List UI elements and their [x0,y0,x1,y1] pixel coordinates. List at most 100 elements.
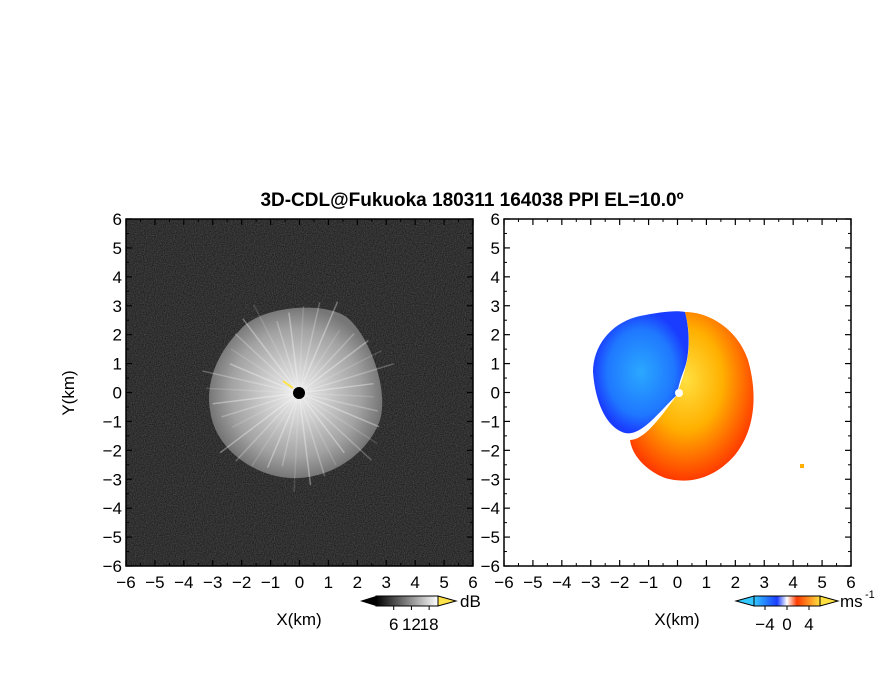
reflectivity-ray [298,301,339,394]
x-tick-label: −4 [552,573,571,592]
reflectivity-ray [298,306,305,394]
x-tick-label: −6 [116,573,135,592]
reflectivity-ray [206,387,300,394]
x-tick-label: 2 [353,573,362,592]
colorbar-left-arrow [734,595,755,607]
x-tick-label: −4 [174,573,193,592]
x-tick-label: 5 [439,573,448,592]
y-tick-label: 4 [113,268,122,287]
radar-site-marker [293,387,305,399]
colorbar-velocity-scale [753,595,821,607]
x-tick-label: −3 [581,573,600,592]
y-tick-label: 2 [113,326,122,345]
chart-title: 3D-CDL@Fukuoka 180311 164038 PPI EL=10.0… [260,190,683,211]
reflectivity-ray [298,349,383,394]
colorbar-tick-label: 12 [402,615,421,634]
velocity-center-gap [675,389,683,397]
x-tick-label: −5 [523,573,542,592]
x-tick-label: 3 [382,573,391,592]
y-tick-label: 0 [113,384,122,403]
reflectivity-ray [266,392,300,468]
x-tick-label: 6 [468,573,477,592]
velocity-x-label: X(km) [654,610,699,629]
x-tick-label: 0 [673,573,682,592]
colorbar-tick-label: 6 [389,615,398,634]
colorbar-tick-label: 4 [804,615,813,634]
y-tick-label: −2 [103,441,122,460]
reflectivity-ray [298,392,380,428]
reflectivity-ray [298,363,394,394]
y-tick-label: −5 [103,528,122,547]
y-tick-label: −1 [103,412,122,431]
y-tick-label: −6 [103,557,122,576]
y-tick-label: −4 [481,499,500,518]
x-tick-label: 4 [410,573,419,592]
x-tick-label: 3 [760,573,769,592]
reflectivity-ray [298,392,379,412]
reflectivity-ray [298,382,374,394]
x-tick-label: 1 [702,573,711,592]
reflectivity-ray [276,321,300,394]
colorbar-tick-label: 0 [782,615,791,634]
x-tick-label: −1 [261,573,280,592]
y-tick-label: −2 [481,441,500,460]
x-tick-label: −2 [232,573,251,592]
reflectivity-ray [288,312,300,394]
y-tick-label: −6 [481,557,500,576]
y-tick-label: 2 [491,326,500,345]
y-tick-label: 3 [491,297,500,316]
x-tick-label: −2 [610,573,629,592]
velocity-positive-region [630,312,754,481]
y-tick-label: 6 [113,210,122,229]
reflectivity-ray [298,392,374,398]
y-tick-label: 0 [491,384,500,403]
reflectivity-ray [221,392,300,418]
reflectivity-ray [298,392,326,477]
reflectivity-ray [242,318,300,394]
y-tick-label: −5 [481,528,500,547]
reflectivity-ray [235,392,300,462]
y-tick-label: 5 [113,239,122,258]
reflectivity-ray [219,392,300,454]
y-tick-label: −3 [103,470,122,489]
reflectivity-ray [212,392,300,405]
reflectivity-ray [253,304,300,394]
reflectivity-ray [229,363,300,394]
colorbar-left-arrow [360,596,376,606]
velocity-colorbar-unit-sup: -1 [865,589,875,601]
reflectivity-ray [234,333,300,394]
x-tick-label: 2 [731,573,740,592]
x-tick-label: 5 [817,573,826,592]
reflectivity-yellow-streak [282,380,294,389]
reflectivity-ray [298,392,378,445]
colorbar-gray-scale [375,595,439,607]
y-tick-label: 6 [491,210,500,229]
y-tick-label: −1 [481,412,500,431]
y-tick-label: −3 [481,470,500,489]
reflectivity-ray [298,329,341,394]
colorbar-tick-label: −4 [755,615,774,634]
reflectivity-y-label: Y(km) [59,370,78,415]
reflectivity-ray [298,392,345,454]
reflectivity-ray [298,302,321,394]
velocity-isolated-pixel [800,464,804,468]
x-tick-label: 0 [295,573,304,592]
reflectivity-colorbar-unit: dB [460,592,481,611]
velocity-colorbar-unit: ms [840,592,863,611]
y-tick-label: 5 [491,239,500,258]
reflectivity-ray [202,370,300,394]
reflectivity-x-label: X(km) [276,610,321,629]
colorbar-tick-label: 18 [420,615,439,634]
reflectivity-ray [230,348,300,394]
y-tick-label: −4 [103,499,122,518]
x-tick-label: −6 [494,573,513,592]
reflectivity-ray [298,333,355,394]
x-tick-label: −3 [203,573,222,592]
reflectivity-ray [231,392,300,428]
